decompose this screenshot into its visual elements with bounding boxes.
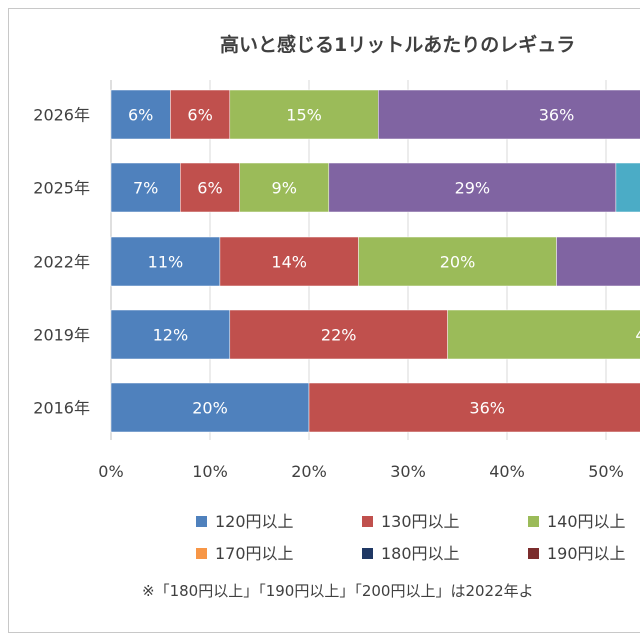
- data-label: 20%: [192, 399, 228, 418]
- legend-item-140: 140円以上: [528, 508, 626, 532]
- data-label: 6%: [128, 106, 153, 125]
- bar-segment: [229, 89, 379, 140]
- legend-swatch-190: [528, 548, 539, 559]
- bar-segment: [378, 89, 640, 140]
- bar-segment: [110, 162, 181, 213]
- bar-segment: [110, 236, 221, 287]
- legend-label-120: 120円以上: [215, 512, 294, 531]
- category-label: 2025年: [33, 179, 90, 198]
- bar-segment: [615, 162, 640, 213]
- legend-swatch-170: [196, 548, 207, 559]
- data-label: 6%: [197, 179, 222, 198]
- bar-segment: [170, 89, 231, 140]
- bar-segment: [110, 382, 310, 433]
- legend-swatch-130: [362, 516, 373, 527]
- bar-segment: [110, 89, 171, 140]
- data-label: 40: [635, 326, 640, 345]
- data-label: 22%: [321, 326, 357, 345]
- x-tick-label: 40%: [489, 462, 525, 481]
- legend-label-190: 190円以上: [547, 544, 626, 563]
- legend-label-180: 180円以上: [381, 544, 460, 563]
- chart-title: 高いと感じる1リットルあたりのレギュラ: [220, 34, 576, 56]
- legend-item-130: 130円以上: [362, 508, 460, 532]
- x-tick-label: 20%: [291, 462, 327, 481]
- x-tick-label: 10%: [192, 462, 228, 481]
- data-label: 29%: [455, 179, 491, 198]
- legend-label-130: 130円以上: [381, 512, 460, 531]
- bar-chart: 0% 10% 20% 30% 40% 50% 2026年 2025年 2022年 2019年 201…: [33, 80, 640, 481]
- data-label: 36%: [469, 399, 505, 418]
- legend-swatch-120: [196, 516, 207, 527]
- data-label: 14%: [271, 253, 307, 272]
- legend-swatch-180: [362, 548, 373, 559]
- legend-swatch-140: [528, 516, 539, 527]
- x-tick-label: 30%: [390, 462, 426, 481]
- bar-segment: [229, 309, 448, 360]
- data-label: 36%: [539, 106, 575, 125]
- chart-border: [8, 8, 640, 633]
- bar-segment: [556, 236, 640, 287]
- category-label: 2019年: [33, 326, 90, 345]
- bar-segment: [180, 162, 240, 213]
- bar-segment: [308, 382, 640, 433]
- bar-segment: [358, 236, 557, 287]
- x-tick-label: 0%: [98, 462, 123, 481]
- data-label: 15%: [286, 106, 322, 125]
- x-tick-label: 50%: [588, 462, 624, 481]
- category-label: 2016年: [33, 399, 90, 418]
- legend-item-180: 180円以上: [362, 540, 460, 564]
- legend-item-120: 120円以上: [196, 508, 294, 532]
- data-label: 9%: [272, 179, 297, 198]
- bar-segment: [447, 309, 640, 360]
- legend-item-190: 190円以上: [528, 540, 626, 564]
- category-label: 2022年: [33, 253, 90, 272]
- bar-segment: [328, 162, 617, 213]
- category-label: 2026年: [33, 106, 90, 125]
- data-label: 20%: [440, 253, 476, 272]
- footnote: ※「180円以上」「190円以上」「200円以上」は2022年よ: [142, 582, 534, 600]
- bar-segment: [239, 162, 330, 213]
- legend-label-140: 140円以上: [547, 512, 626, 531]
- legend-label-170: 170円以上: [215, 544, 294, 563]
- data-label: 11%: [148, 253, 184, 272]
- bar-segment: [110, 309, 231, 360]
- data-label: 12%: [153, 326, 189, 345]
- data-label: 7%: [133, 179, 158, 198]
- data-label: 6%: [187, 106, 212, 125]
- legend-item-170: 170円以上: [196, 540, 294, 564]
